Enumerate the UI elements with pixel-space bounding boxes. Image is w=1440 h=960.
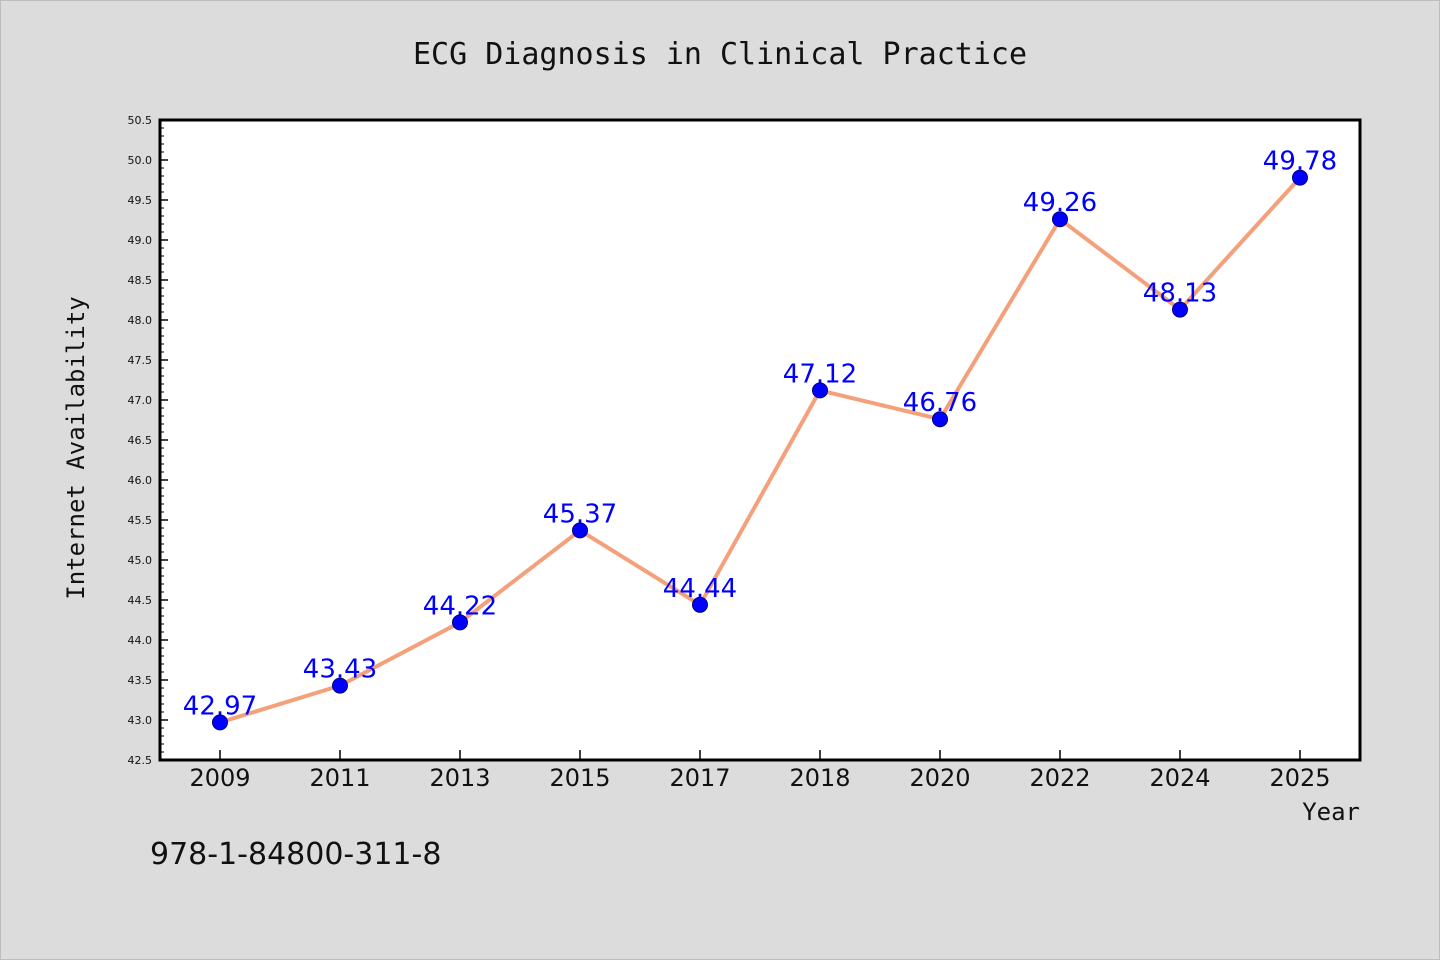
y-tick-label: 49.5 bbox=[128, 194, 153, 207]
data-label: 44.44 bbox=[663, 574, 737, 604]
data-label: 48.13 bbox=[1143, 279, 1217, 309]
data-point bbox=[1172, 301, 1188, 318]
y-axis-label: Internet Availability bbox=[62, 296, 90, 599]
y-tick-label: 50.5 bbox=[128, 114, 153, 127]
y-tick-label: 44.5 bbox=[128, 594, 153, 607]
x-tick-label: 2025 bbox=[1269, 764, 1330, 792]
x-axis: 2009 2011 2013 2015 2017 2018 2020 2022 2024 2025 bbox=[189, 750, 1331, 792]
data-label: 45.37 bbox=[543, 499, 617, 529]
data-label: 49.26 bbox=[1023, 188, 1097, 218]
x-tick-label: 2011 bbox=[309, 764, 370, 792]
x-tick-label: 2015 bbox=[549, 764, 610, 792]
series-markers bbox=[212, 169, 1308, 731]
y-tick-label: 45.5 bbox=[128, 514, 153, 527]
x-tick-label: 2022 bbox=[1029, 764, 1090, 792]
data-label: 44.22 bbox=[423, 591, 497, 621]
data-point bbox=[1052, 211, 1068, 228]
y-tick-label: 48.5 bbox=[128, 274, 153, 287]
data-label: 49.78 bbox=[1263, 147, 1337, 177]
y-tick-label: 43.0 bbox=[128, 714, 153, 727]
isbn-text: 978-1-84800-311-8 bbox=[150, 837, 441, 872]
x-tick-label: 2009 bbox=[189, 764, 250, 792]
data-label: 43.43 bbox=[303, 655, 377, 685]
data-point bbox=[212, 714, 228, 731]
plot-area bbox=[158, 118, 1362, 762]
data-point bbox=[932, 411, 948, 428]
y-tick-label: 45.0 bbox=[128, 554, 153, 567]
data-point bbox=[452, 614, 468, 631]
x-tick-label: 2020 bbox=[909, 764, 970, 792]
data-label: 47.12 bbox=[783, 359, 857, 389]
chart-title: ECG Diagnosis in Clinical Practice bbox=[413, 37, 1027, 72]
y-tick-label: 46.5 bbox=[128, 434, 153, 447]
y-tick-label: 46.0 bbox=[128, 474, 153, 487]
y-tick-label: 47.5 bbox=[128, 354, 153, 367]
y-tick-label: 42.5 bbox=[128, 754, 153, 767]
data-point bbox=[692, 596, 708, 613]
y-tick-label: 50.0 bbox=[128, 154, 153, 167]
x-tick-label: 2018 bbox=[789, 764, 850, 792]
y-tick-label: 49.0 bbox=[128, 234, 153, 247]
data-point bbox=[812, 382, 828, 399]
y-axis: 42.5 43.0 43.5 44.0 44.5 45.0 45.5 46.0 46.5 47.0… bbox=[128, 114, 168, 767]
data-point bbox=[1292, 169, 1308, 186]
data-labels: 42.97 43.43 44.22 45.37 44.44 47.12 46.76 49.26… bbox=[183, 147, 1337, 722]
y-tick-label: 43.5 bbox=[128, 674, 153, 687]
x-axis-label: Year bbox=[1302, 798, 1360, 826]
data-point bbox=[572, 522, 588, 539]
data-point bbox=[332, 677, 348, 694]
data-label: 46.76 bbox=[903, 388, 977, 418]
data-label: 42.97 bbox=[183, 691, 257, 721]
x-tick-label: 2017 bbox=[669, 764, 730, 792]
y-tick-label: 48.0 bbox=[128, 314, 153, 327]
x-tick-label: 2013 bbox=[429, 764, 490, 792]
y-tick-label: 44.0 bbox=[128, 634, 153, 647]
series-line bbox=[218, 175, 1302, 725]
x-tick-label: 2024 bbox=[1149, 764, 1210, 792]
y-tick-label: 47.0 bbox=[128, 394, 153, 407]
